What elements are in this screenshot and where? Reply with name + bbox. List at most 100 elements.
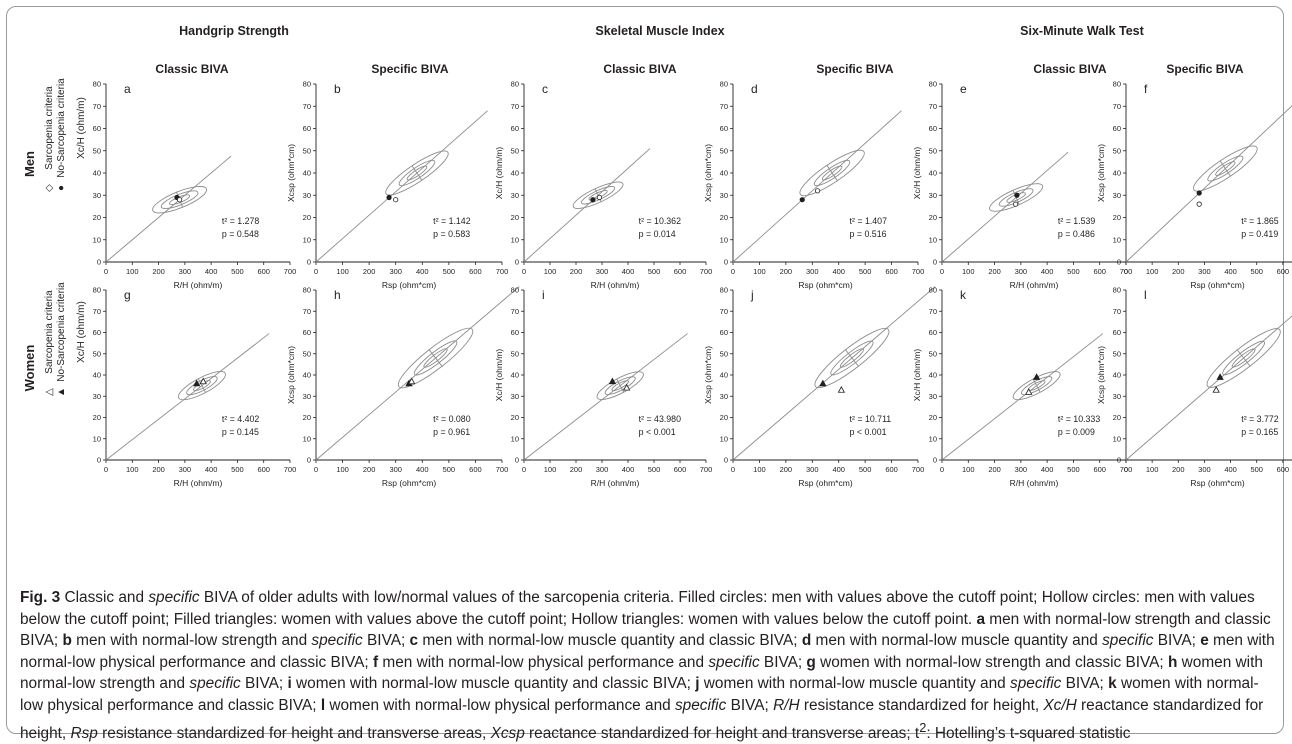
method-title-2: Specific BIVA xyxy=(371,62,448,76)
data-point-hollow-circle xyxy=(814,188,821,194)
y-tick-label: 0 xyxy=(1117,258,1121,267)
x-tick-label: 600 xyxy=(674,465,687,474)
regression-line xyxy=(941,151,1069,263)
x-tick-label: 600 xyxy=(885,465,898,474)
x-tick-label: 400 xyxy=(416,465,429,474)
x-tick-label: 200 xyxy=(780,267,793,276)
x-tick-label: 100 xyxy=(1146,267,1159,276)
x-axis-label: R/H (ohm/m) xyxy=(1010,280,1059,290)
caption-text-b: men with normal-low strength and xyxy=(71,632,312,650)
regression-line xyxy=(1125,315,1292,461)
x-tick-label: 500 xyxy=(231,465,244,474)
y-tick-label: 40 xyxy=(93,169,101,178)
data-point-filled-triangle xyxy=(819,379,827,387)
y-tick-label: 20 xyxy=(303,413,311,422)
section-title-2: Skeletal Muscle Index xyxy=(595,24,724,38)
y-tick-label: 60 xyxy=(93,328,101,337)
x-axis-label: Rsp (ohm*cm) xyxy=(798,280,852,290)
x-tick-label: 0 xyxy=(940,267,944,276)
p-value: p = 0.014 xyxy=(639,229,676,239)
t2-statistic: t² = 10.362 xyxy=(639,216,681,226)
caption-end-h: BIVA; xyxy=(240,675,288,693)
x-tick-label: 700 xyxy=(912,267,925,276)
y-tick-label: 40 xyxy=(1113,371,1121,380)
y-tick-label: 20 xyxy=(93,413,101,422)
y-tick-label: 10 xyxy=(929,434,937,443)
y-tick-label: 80 xyxy=(303,80,311,89)
y-tick-label: 10 xyxy=(511,235,519,244)
x-tick-label: 300 xyxy=(596,465,609,474)
x-tick-label: 300 xyxy=(1198,267,1211,276)
panel-letter: l xyxy=(1144,288,1147,302)
panel-d: 0 100 200 300 400 500 600 700 0 10 20 30 40 50 60 70 80 R… xyxy=(703,80,924,291)
caption-def-xcsp: reactance standardized for height and tr… xyxy=(524,724,920,742)
legend-symbol-2: ● xyxy=(56,185,67,191)
x-tick-label: 500 xyxy=(443,465,456,474)
panel-letter: h xyxy=(334,288,341,302)
caption-text-d: men with normal-low muscle quantity and xyxy=(811,632,1103,650)
x-tick-label: 0 xyxy=(104,267,108,276)
x-axis-label: Rsp (ohm*cm) xyxy=(1190,280,1244,290)
panel-j: 0 100 200 300 400 500 600 70001020304050607080R… xyxy=(703,286,936,488)
caption-panel-l: l xyxy=(320,696,326,714)
y-tick-label: 80 xyxy=(93,80,101,89)
x-axis-label: R/H (ohm/m) xyxy=(1010,478,1059,488)
y-tick-label: 80 xyxy=(720,80,728,89)
caption-end-b: BIVA; xyxy=(362,632,410,650)
data-point-hollow-triangle xyxy=(1212,386,1220,393)
legend-criteria-2: No-Sarcopenia criteria xyxy=(56,78,67,178)
p-value: p = 0.961 xyxy=(433,427,470,437)
x-tick-label: 200 xyxy=(1172,465,1185,474)
regression-line xyxy=(732,286,936,461)
t2-statistic: t² = 1.278 xyxy=(222,216,260,226)
y-tick-label: 10 xyxy=(1113,434,1121,443)
x-tick-label: 500 xyxy=(1250,267,1263,276)
caption-italic-j: specific xyxy=(1010,675,1062,693)
x-axis-label: R/H (ohm/m) xyxy=(174,280,223,290)
x-tick-label: 600 xyxy=(1277,267,1290,276)
t2-statistic: t² = 1.142 xyxy=(433,216,471,226)
y-tick-label: 60 xyxy=(929,328,937,337)
x-tick-label: 700 xyxy=(700,267,713,276)
caption-end-f: BIVA; xyxy=(759,653,807,671)
t2-statistic: t² = 1.407 xyxy=(850,216,888,226)
data-point-filled-circle xyxy=(590,197,596,203)
y-axis-label: Xcsp (ohm*cm) xyxy=(703,144,713,202)
x-tick-label: 0 xyxy=(104,465,108,474)
data-point-hollow-triangle xyxy=(199,377,207,385)
x-tick-label: 600 xyxy=(1277,465,1290,474)
y-tick-label: 20 xyxy=(929,413,937,422)
y-tick-label: 70 xyxy=(303,102,311,111)
y-tick-label: 10 xyxy=(93,434,101,443)
y-tick-label: 10 xyxy=(303,235,311,244)
y-tick-label: 0 xyxy=(515,258,519,267)
y-tick-label: 0 xyxy=(515,456,519,465)
x-tick-label: 500 xyxy=(648,465,661,474)
y-tick-label: 30 xyxy=(720,191,728,200)
t2-statistic: t² = 4.402 xyxy=(222,414,260,424)
y-tick-label: 40 xyxy=(303,169,311,178)
figure-plots: Handgrip Strength Skeletal Muscle Index Si… xyxy=(22,24,1292,489)
data-point-filled-circle xyxy=(386,194,392,201)
data-point-filled-triangle xyxy=(1216,373,1224,380)
x-tick-label: 300 xyxy=(389,267,402,276)
x-tick-label: 700 xyxy=(496,267,509,276)
caption-panel-i: i xyxy=(287,675,292,693)
p-value: p = 0.009 xyxy=(1058,427,1095,437)
x-tick-label: 200 xyxy=(988,465,1001,474)
data-point-hollow-circle xyxy=(1012,201,1019,207)
panel-g: 0 100 200 300 400 500 600 700 0 10 20 30 40 50 60 70 80 R… xyxy=(93,286,297,489)
caption-fig-label: Fig. 3 xyxy=(20,589,61,606)
caption-panel-c: c xyxy=(409,632,419,650)
data-point-filled-triangle xyxy=(1032,373,1041,380)
x-tick-label: 300 xyxy=(179,267,192,276)
x-tick-label: 0 xyxy=(522,267,526,276)
x-axis-label: Rsp (ohm*cm) xyxy=(382,280,436,290)
minor-axis-line xyxy=(197,378,207,394)
x-tick-label: 500 xyxy=(1250,465,1263,474)
y-tick-label: 60 xyxy=(929,124,937,133)
y-tick-label: 50 xyxy=(1113,146,1121,155)
panel-letter: c xyxy=(542,82,548,96)
regression-line xyxy=(105,155,232,263)
